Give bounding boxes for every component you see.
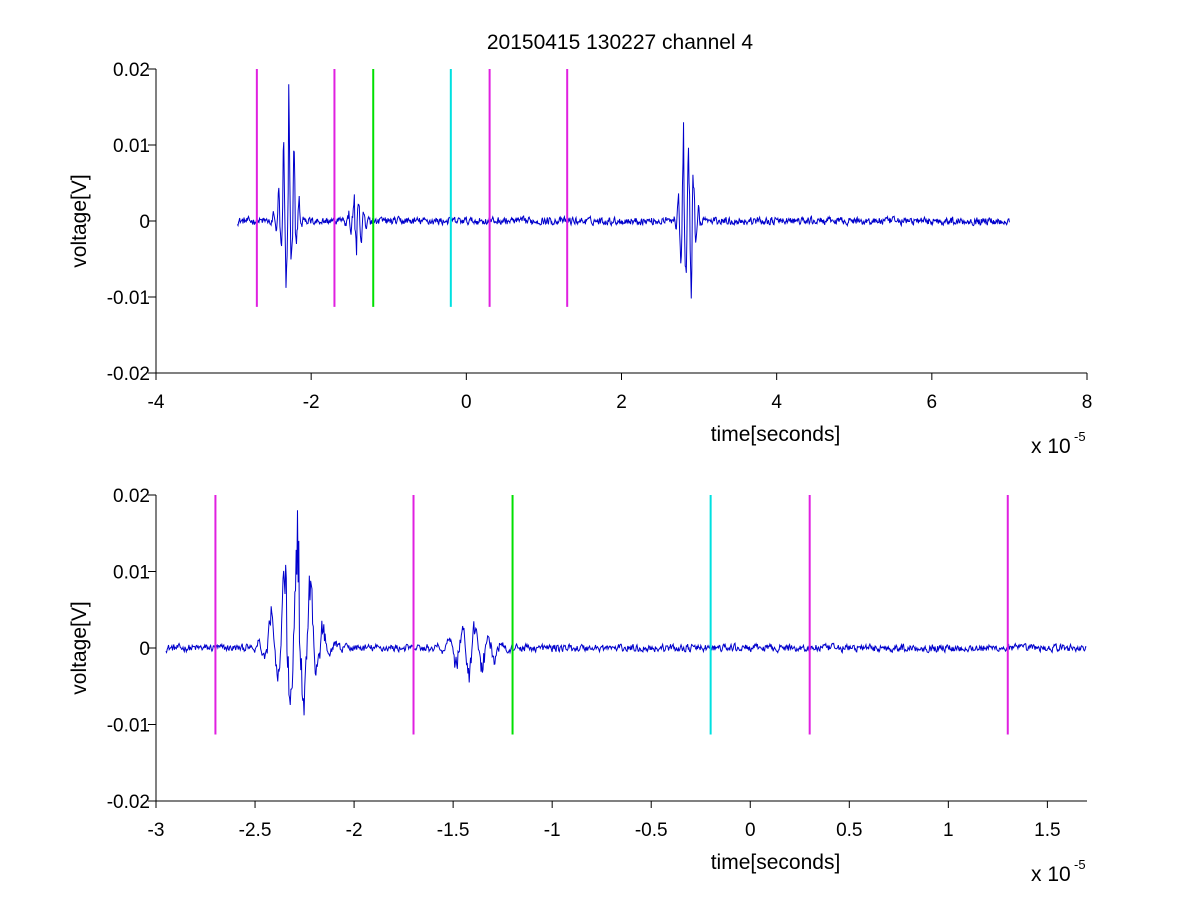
x-exponent-label: x 10 <box>1031 863 1071 886</box>
y-tick-label: -0.01 <box>107 716 150 737</box>
y-tick-label: 0.01 <box>113 563 150 584</box>
x-tick-label: -0.5 <box>635 820 668 841</box>
x-exponent-label: x 10 <box>1031 435 1071 458</box>
x-tick-label: 0 <box>745 820 756 841</box>
y-tick-label: -0.01 <box>107 288 150 309</box>
y-tick-label: 0 <box>139 212 150 233</box>
signal-trace <box>237 84 1010 299</box>
x-tick-label: -3 <box>148 820 165 841</box>
y-tick-label: 0.02 <box>113 60 150 81</box>
figure-title: 20150415 130227 channel 4 <box>487 31 754 54</box>
y-tick-label: 0 <box>139 639 150 660</box>
top-subplot: -0.02 -0.01 0 0.01 0.02 -4 -2 0 2 4 6 8 time[seconds… <box>68 60 1092 458</box>
x-tick-label: -1 <box>544 820 561 841</box>
y-tick-label: -0.02 <box>107 364 150 385</box>
x-tick-label: 1.5 <box>1034 820 1060 841</box>
y-axis-label: voltage[V] <box>68 601 91 694</box>
x-tick-label: 6 <box>927 392 938 413</box>
x-tick-label: 2 <box>616 392 627 413</box>
x-axis-label: time[seconds] <box>711 423 841 446</box>
x-tick-label: 8 <box>1082 392 1093 413</box>
x-tick-label: 4 <box>771 392 782 413</box>
signal-trace <box>165 510 1087 716</box>
x-tick-label: -2 <box>303 392 320 413</box>
bottom-subplot: -0.02 -0.01 0 0.01 0.02 -3 -2.5 -2 -1.5 -1 -0.5 0 0.… <box>68 486 1087 886</box>
x-tick-label: 0.5 <box>836 820 862 841</box>
x-tick-label: -2 <box>346 820 363 841</box>
x-tick-label: 1 <box>943 820 954 841</box>
y-tick-label: -0.02 <box>107 792 150 813</box>
x-tick-label: -4 <box>148 392 165 413</box>
x-tick-label: 0 <box>461 392 472 413</box>
y-tick-label: 0.01 <box>113 136 150 157</box>
x-exponent-power: -5 <box>1074 429 1086 444</box>
x-exponent-power: -5 <box>1074 857 1086 872</box>
y-axis-label: voltage[V] <box>68 174 91 267</box>
x-axis-label: time[seconds] <box>711 851 841 874</box>
y-tick-label: 0.02 <box>113 486 150 507</box>
x-tick-label: -1.5 <box>437 820 470 841</box>
x-tick-label: -2.5 <box>239 820 272 841</box>
